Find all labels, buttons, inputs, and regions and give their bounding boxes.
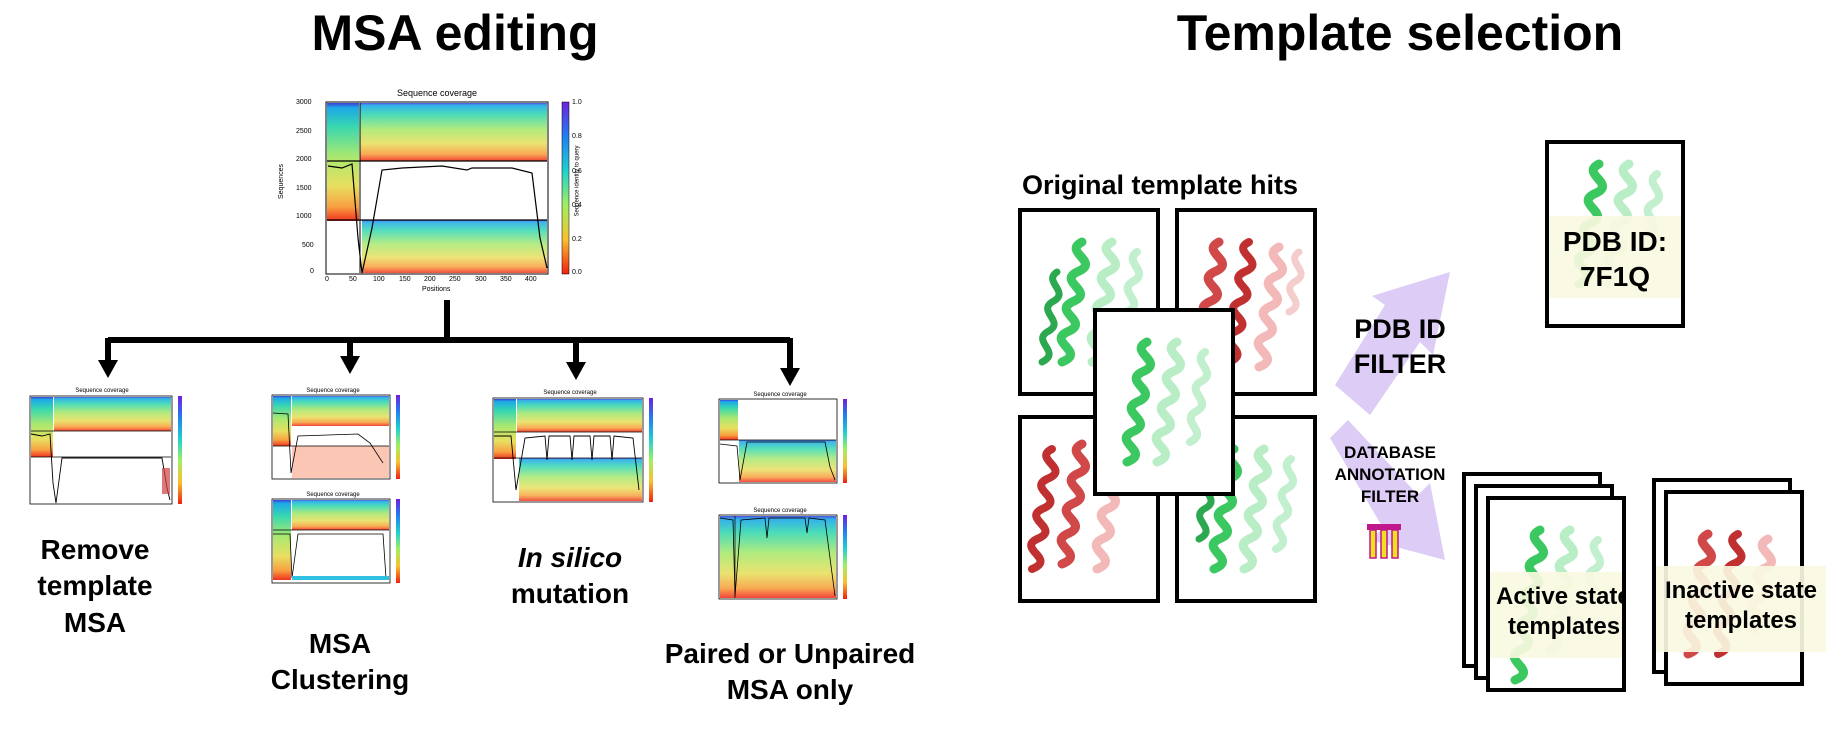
- cbar-tick-0: 0.0: [572, 269, 582, 276]
- label-insilico-mutation: In silico mutation: [510, 542, 630, 610]
- plot-insilico-mutation: Sequence coverage: [475, 390, 665, 515]
- y-tick-1500: 1500: [296, 185, 312, 192]
- x-tick-250: 250: [449, 276, 461, 283]
- coverage-block-top: [360, 103, 547, 161]
- small-plot-title: Sequence coverage: [75, 388, 129, 394]
- plot-clustering-2: Sequence coverage: [258, 492, 408, 592]
- x-tick-200: 200: [424, 276, 436, 283]
- x-tick-100: 100: [373, 276, 385, 283]
- hit-card-green-center: [1093, 308, 1235, 496]
- y-tick-0: 0: [310, 268, 314, 275]
- pdb-result-overlay: PDB ID: 7F1Q: [1549, 216, 1681, 298]
- pdb-id-filter-label: PDB ID FILTER: [1353, 314, 1447, 380]
- colorbar-label: Sequence identity to query: [574, 145, 581, 217]
- x-tick-350: 350: [500, 276, 512, 283]
- y-tick-2500: 2500: [296, 128, 312, 135]
- colorbar: [561, 101, 570, 275]
- x-tick-400: 400: [525, 276, 537, 283]
- x-axis-label: Positions: [422, 286, 451, 293]
- plot-remove-template: Sequence coverage: [12, 388, 192, 513]
- template-selection-title: Template selection: [1176, 5, 1624, 61]
- y-tick-1000: 1000: [296, 213, 312, 220]
- cbar-tick-02: 0.2: [572, 236, 582, 243]
- cbar-tick-04: 0.4: [572, 202, 582, 209]
- small-plot-title: Sequence coverage: [753, 392, 807, 398]
- coverage-line: [327, 163, 548, 274]
- x-tick-300: 300: [475, 276, 487, 283]
- original-template-hits-label: Original template hits: [1021, 170, 1299, 200]
- x-tick-150: 150: [399, 276, 411, 283]
- cbar-tick-1: 1.0: [572, 99, 582, 106]
- y-tick-500: 500: [302, 242, 314, 249]
- hit-card-green-2: [1175, 415, 1317, 603]
- small-plot-title: Sequence coverage: [543, 390, 597, 396]
- x-tick-0: 0: [325, 276, 329, 283]
- coverage-block-template: [327, 103, 359, 221]
- active-state-card: Active state templates: [1486, 496, 1626, 692]
- cbar-tick-06: 0.6: [572, 168, 582, 175]
- small-plot-title: Sequence coverage: [306, 492, 360, 498]
- plot-paired-1: Sequence coverage: [705, 392, 855, 492]
- small-plot-title: Sequence coverage: [306, 388, 360, 394]
- small-plot-title: Sequence coverage: [753, 508, 807, 514]
- filter-icon: [1367, 524, 1401, 559]
- active-state-overlay: Active state templates: [1490, 572, 1622, 658]
- coverage-block-bottom: [362, 220, 547, 273]
- y-tick-2000: 2000: [296, 156, 312, 163]
- inactive-state-overlay: Inactive state templates: [1656, 566, 1826, 652]
- label-remove-template: Remove template MSA: [37, 534, 153, 638]
- database-annotation-filter-label: DATABASE ANNOTATION FILTER: [1334, 443, 1446, 507]
- msa-editing-title: MSA editing: [311, 5, 599, 61]
- cbar-tick-08: 0.8: [572, 133, 582, 140]
- label-paired-unpaired: Paired or Unpaired MSA only: [664, 638, 916, 706]
- label-msa-clustering: MSA Clustering: [270, 628, 410, 696]
- y-axis-label: Sequences: [278, 163, 286, 200]
- main-coverage-plot: Sequence coverage 3000 2500 2000 1500 10…: [278, 88, 602, 298]
- plot-paired-2: Sequence coverage: [705, 508, 855, 608]
- pdb-result-card: PDB ID: 7F1Q: [1545, 140, 1685, 328]
- plot-clustering-1: Sequence coverage: [258, 388, 408, 488]
- x-tick-50: 50: [349, 276, 357, 283]
- main-plot-title: Sequence coverage: [396, 88, 478, 98]
- y-tick-3000: 3000: [296, 99, 312, 106]
